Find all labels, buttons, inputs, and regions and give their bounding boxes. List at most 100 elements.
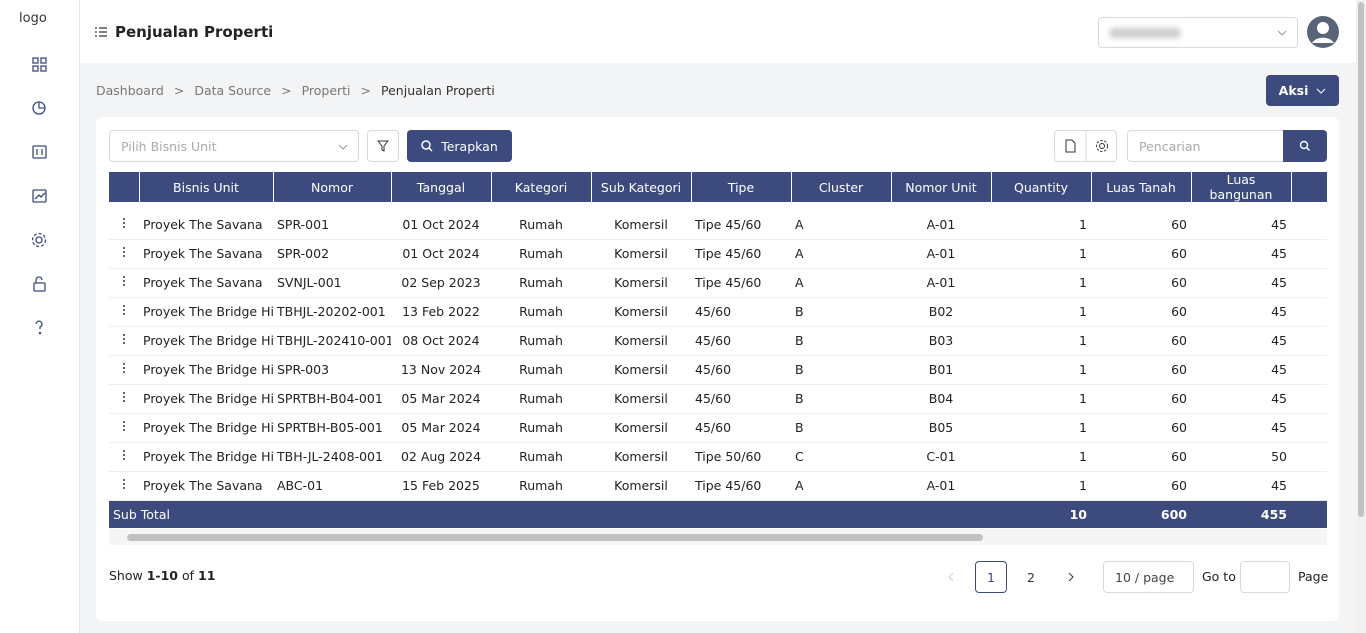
row-actions[interactable] <box>109 384 139 414</box>
goto-input[interactable] <box>1240 561 1290 593</box>
bisnis-unit-select[interactable]: Pilih Bisnis Unit <box>109 130 359 162</box>
cell: 45 <box>1191 326 1291 356</box>
action-header <box>109 172 139 202</box>
cell: 1 <box>991 384 1091 414</box>
cell-overflow <box>1291 384 1327 414</box>
table-row: Proyek The Bridge Hill SPR-003 13 Nov 2024… <box>109 355 1327 385</box>
row-actions[interactable] <box>109 326 139 356</box>
cell: 02 Sep 2023 <box>391 268 491 298</box>
cell: Komersil <box>591 442 691 472</box>
data-table: Bisnis Unit Nomor Tanggal Kategori Sub Kateg… <box>109 172 1327 528</box>
blurred-text <box>1110 27 1180 38</box>
cell: 60 <box>1091 471 1191 501</box>
apply-label: Terapkan <box>441 138 498 154</box>
subtotal-value: 600 <box>1091 500 1191 528</box>
table-row: Proyek The Savana SPR-001 01 Oct 2024 Rumah… <box>109 202 1327 240</box>
column-header: Kategori <box>490 172 591 202</box>
cell: Proyek The Bridge Hill <box>139 442 273 472</box>
row-actions[interactable] <box>109 239 139 269</box>
cell: 1 <box>991 471 1091 501</box>
cell: TBHJL-202410-001 <box>273 326 391 356</box>
page-number[interactable]: 1 <box>975 561 1007 593</box>
breadcrumb-item[interactable]: Dashboard <box>96 83 164 98</box>
row-actions[interactable] <box>109 471 139 501</box>
search-button[interactable] <box>1283 130 1327 162</box>
table-row: Proyek The Savana SVNJL-001 02 Sep 2023 Rum… <box>109 268 1327 298</box>
of: of <box>181 568 195 583</box>
breadcrumb-item[interactable]: Properti <box>301 83 351 98</box>
cell: 60 <box>1091 384 1191 414</box>
row-actions[interactable] <box>109 413 139 443</box>
cell: SPR-003 <box>273 355 391 385</box>
placeholder: Pencarian <box>1139 138 1201 154</box>
cell: 45 <box>1191 471 1291 501</box>
page-label: Page <box>1298 569 1329 584</box>
search-input[interactable]: Pencarian <box>1127 130 1284 162</box>
cell: SPR-002 <box>273 239 391 269</box>
nav-icons[interactable] <box>30 55 50 345</box>
scroll-thumb[interactable] <box>127 534 983 541</box>
cell: Proyek The Bridge Hill <box>139 355 273 385</box>
row-actions[interactable] <box>109 442 139 472</box>
row-actions[interactable] <box>109 268 139 298</box>
tool-buttons[interactable] <box>1054 130 1117 162</box>
cell-overflow <box>1291 326 1327 356</box>
cell: A-01 <box>891 239 991 269</box>
cell: Tipe 45/60 <box>691 202 791 240</box>
cell: Rumah <box>491 384 591 414</box>
cell: B <box>791 413 891 443</box>
cell: 60 <box>1091 268 1191 298</box>
cell: 45 <box>1191 413 1291 443</box>
page-size-label: 10 / page <box>1115 569 1175 585</box>
cell: 1 <box>991 442 1091 472</box>
cell: SVNJL-001 <box>273 268 391 298</box>
scroll-thumb[interactable] <box>1358 2 1364 517</box>
cell: 01 Oct 2024 <box>391 239 491 269</box>
breadcrumb: Dashboard > Data Source > Properti > Penjualan… <box>96 83 495 98</box>
subtotal-value: 10 <box>991 500 1091 528</box>
prev-icon <box>948 572 954 582</box>
cell: B01 <box>891 355 991 385</box>
cell: 60 <box>1091 202 1191 240</box>
h-scrollbar[interactable] <box>109 529 1327 545</box>
column-header-overflow <box>1290 172 1327 202</box>
filter-button[interactable] <box>367 130 399 162</box>
user-select[interactable] <box>1098 17 1298 48</box>
table-row: Proyek The Bridge Hill TBHJL-202410-001 08… <box>109 326 1327 356</box>
cell: A-01 <box>891 202 991 240</box>
page-number[interactable]: 2 <box>1027 569 1035 585</box>
cell: ABC-01 <box>273 471 391 501</box>
cell: 50 <box>1191 442 1291 472</box>
cell: Rumah <box>491 297 591 327</box>
row-actions[interactable] <box>109 355 139 385</box>
row-actions[interactable] <box>109 202 139 240</box>
prev[interactable] <box>935 561 967 593</box>
cell: 45/60 <box>691 355 791 385</box>
avatar[interactable] <box>1306 15 1340 49</box>
v-scrollbar[interactable] <box>1356 0 1366 633</box>
cell: Proyek The Bridge Hill <box>139 297 273 327</box>
page-size[interactable]: 10 / page <box>1103 561 1194 593</box>
cell: 08 Oct 2024 <box>391 326 491 356</box>
cell: 45 <box>1191 355 1291 385</box>
apply-button[interactable]: Terapkan <box>407 130 512 162</box>
pagination-info: Show 1-10 of 11 <box>109 568 215 583</box>
cell: Rumah <box>491 239 591 269</box>
aksi-button[interactable]: Aksi <box>1266 75 1339 106</box>
breadcrumb-separator: > <box>281 83 292 98</box>
row-actions[interactable] <box>109 297 139 327</box>
cell: TBH-JL-2408-001 <box>273 442 391 472</box>
cell: A-01 <box>891 471 991 501</box>
search-icon <box>1299 140 1310 151</box>
next[interactable] <box>1055 561 1087 593</box>
cell: Rumah <box>491 202 591 240</box>
cell: Komersil <box>591 326 691 356</box>
column-header: Sub Kategori <box>590 172 691 202</box>
breadcrumb-item[interactable]: Data Source <box>194 83 272 98</box>
cell: 05 Mar 2024 <box>391 413 491 443</box>
table-row: Proyek The Savana ABC-01 15 Feb 2025 Rumah K… <box>109 471 1327 501</box>
cell: 13 Feb 2022 <box>391 297 491 327</box>
menu-icon[interactable] <box>95 27 107 37</box>
cell: Proyek The Savana <box>139 471 273 501</box>
